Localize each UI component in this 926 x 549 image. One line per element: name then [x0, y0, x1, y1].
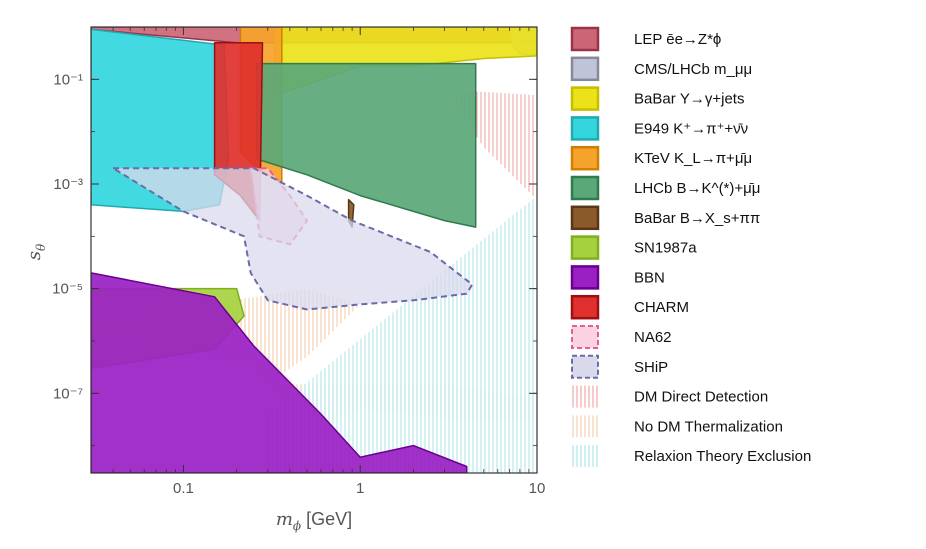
y-tick-label: 10⁻⁵	[52, 281, 83, 298]
legend-swatch-charm	[570, 294, 600, 320]
plot-frame	[90, 26, 538, 474]
legend-swatch-bbn	[570, 265, 600, 290]
y-axis-label: sθ	[24, 243, 48, 260]
legend-swatch-no-dm-thermalization	[572, 415, 598, 438]
legend-label-charm: CHARM	[634, 299, 689, 316]
region-lhcb-b-k	[256, 62, 477, 228]
legend: LEP ēe→Z*ϕ CMS/LHCb m_μμ BaBar Υ→γ+jets E94…	[570, 26, 811, 468]
plot-regions	[91, 27, 537, 473]
legend-swatch-lhcb-b-k	[570, 175, 600, 201]
y-tick-label: 10⁻¹	[53, 71, 83, 88]
legend-label-ship: SHiP	[634, 359, 668, 376]
legend-label-bbn: BBN	[634, 269, 665, 286]
legend-swatch-babar-b-x-s	[570, 205, 600, 231]
legend-swatch-sn1987a	[570, 235, 600, 260]
legend-swatch-lep-e-z	[570, 26, 600, 52]
region-relaxion-theory-exclusion	[267, 195, 537, 473]
region-bbn	[91, 272, 468, 473]
legend-label-babar-b-x-s: BaBar B→X_s+ππ	[634, 210, 760, 227]
axis-ticks: 0.1 1 10 10⁻¹ 10⁻³ 10⁻⁵ 10⁻⁷	[52, 27, 545, 497]
legend-label-lep-e-z: LEP ēe→Z*ϕ	[634, 31, 721, 48]
legend-label-na62: NA62	[634, 329, 672, 346]
legend-label-babar-jets: BaBar Υ→γ+jets	[634, 91, 744, 108]
legend-swatch-ship	[571, 354, 599, 379]
legend-label-sn1987a: SN1987a	[634, 240, 697, 257]
x-axis-label: mϕ [GeV]	[276, 509, 352, 533]
legend-swatch-na62	[571, 325, 599, 349]
legend-swatch-e949-k	[570, 116, 600, 141]
region-dm-direct-detection	[456, 90, 537, 200]
legend-swatch-dm-direct-detection	[572, 385, 598, 408]
legend-swatch-cms-lhcb-m	[570, 56, 600, 82]
legend-label-dm-direct-detection: DM Direct Detection	[634, 389, 768, 406]
x-tick-label: 1	[356, 480, 364, 497]
x-tick-label: 10	[529, 480, 546, 497]
legend-label-relaxion-theory-exclusion: Relaxion Theory Exclusion	[634, 448, 811, 465]
x-tick-label: 0.1	[173, 480, 194, 497]
y-tick-label: 10⁻³	[53, 176, 83, 193]
legend-label-cms-lhcb-m: CMS/LHCb m_μμ	[634, 61, 752, 78]
legend-label-no-dm-thermalization: No DM Thermalization	[634, 418, 783, 435]
legend-swatch-ktev-k-l	[570, 145, 600, 171]
legend-label-e949-k: E949 K⁺→π⁺+ν̄ν	[634, 120, 748, 137]
legend-swatch-relaxion-theory-exclusion	[572, 445, 598, 468]
legend-label-ktev-k-l: KTeV K_L→π+μ̄μ	[634, 150, 752, 167]
y-tick-label: 10⁻⁷	[53, 385, 83, 402]
region-ship	[109, 167, 474, 311]
legend-swatch-babar-jets	[570, 86, 600, 111]
legend-label-lhcb-b-k: LHCb B→K^(*)+μ̄μ	[634, 180, 760, 197]
